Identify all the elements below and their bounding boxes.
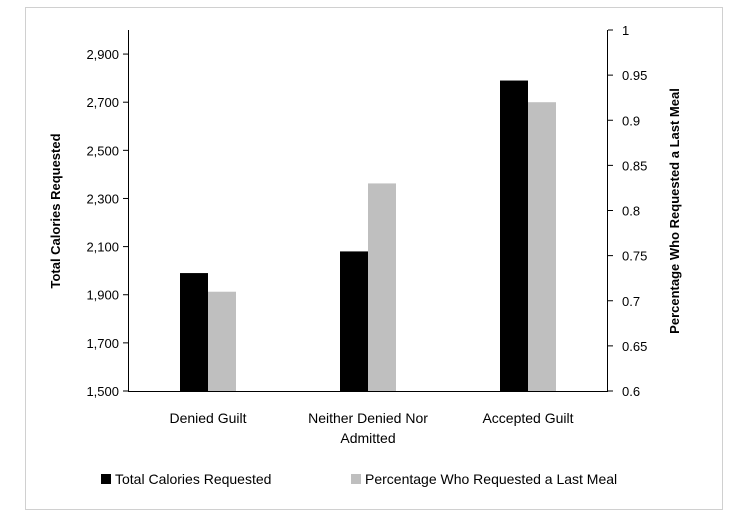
right-tick-label: 0.8 — [622, 204, 640, 219]
left-tick-label: 2,100 — [86, 240, 119, 255]
right-tick-label: 0.9 — [622, 113, 640, 128]
category-label: Accepted Guilt — [482, 410, 573, 426]
category-labels: Denied Guilt Neither Denied Nor Admitted Ac… — [169, 410, 573, 446]
right-axis-ticks: 0.6 0.65 0.7 0.75 0.8 0.85 0.9 0.95 1 — [608, 23, 647, 399]
bar-total-calories-3 — [500, 80, 528, 391]
legend: Total Calories Requested Percentage Who R… — [101, 471, 617, 487]
left-axis-ticks: 1,500 1,700 1,900 2,100 2,300 2,500 2,700 2,900 — [86, 47, 128, 399]
chart-border — [25, 7, 723, 510]
right-tick-label: 1 — [622, 23, 629, 38]
legend-swatch — [101, 474, 111, 484]
legend-label: Percentage Who Requested a Last Meal — [365, 471, 617, 487]
left-tick-label: 1,700 — [86, 336, 119, 351]
bars-layer — [180, 80, 556, 391]
bar-total-calories-1 — [180, 273, 208, 391]
right-axis-title: Percentage Who Requested a Last Meal — [667, 88, 682, 334]
left-tick-label: 2,300 — [86, 191, 119, 206]
left-tick-label: 1,500 — [86, 384, 119, 399]
right-tick-label: 0.85 — [622, 158, 647, 173]
right-tick-label: 0.95 — [622, 68, 647, 83]
bar-total-calories-2 — [340, 251, 368, 391]
left-tick-label: 2,500 — [86, 143, 119, 158]
bar-percentage-last-meal-3 — [528, 102, 556, 391]
bar-percentage-last-meal-1 — [208, 291, 236, 391]
left-tick-label: 2,700 — [86, 95, 119, 110]
category-label: Admitted — [340, 430, 395, 446]
left-tick-label: 1,900 — [86, 288, 119, 303]
bar-percentage-last-meal-2 — [368, 183, 396, 391]
right-tick-label: 0.6 — [622, 384, 640, 399]
right-tick-label: 0.7 — [622, 294, 640, 309]
category-label: Denied Guilt — [169, 410, 246, 426]
legend-label: Total Calories Requested — [115, 471, 271, 487]
legend-swatch — [351, 474, 361, 484]
right-tick-label: 0.75 — [622, 249, 647, 264]
left-axis-title: Total Calories Requested — [48, 133, 63, 288]
right-tick-label: 0.65 — [622, 339, 647, 354]
category-label: Neither Denied Nor — [308, 410, 428, 426]
left-tick-label: 2,900 — [86, 47, 119, 62]
